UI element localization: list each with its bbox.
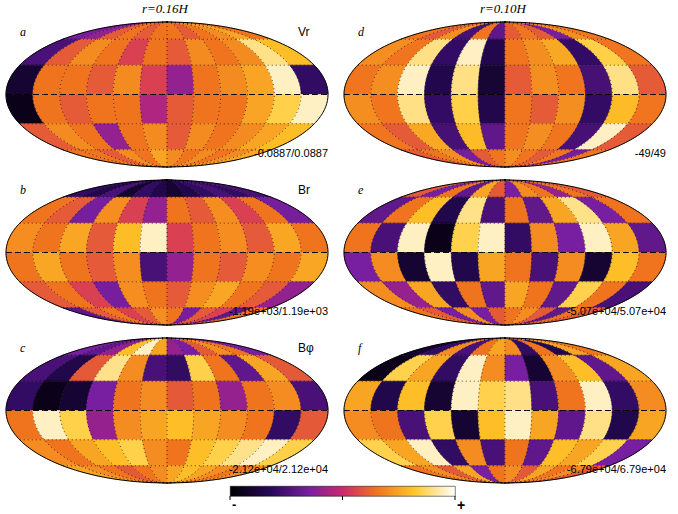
svg-text:e: e (358, 183, 364, 197)
svg-text:-: - (232, 497, 236, 512)
svg-text:Vr: Vr (298, 25, 310, 39)
svg-text:r=0.10H: r=0.10H (480, 1, 527, 16)
svg-text:c: c (20, 341, 26, 355)
svg-text:-5.07e+04/5.07e+04: -5.07e+04/5.07e+04 (567, 305, 666, 317)
svg-text:-49/49: -49/49 (635, 147, 666, 159)
svg-text:-2.12e+04/2.12e+04: -2.12e+04/2.12e+04 (229, 463, 328, 475)
svg-text:-0.0887/0.0887: -0.0887/0.0887 (254, 147, 328, 159)
svg-text:-6.79e+04/6.79e+04: -6.79e+04/6.79e+04 (567, 463, 666, 475)
svg-text:Br: Br (298, 183, 310, 197)
svg-text:+: + (457, 497, 465, 513)
svg-text:d: d (358, 25, 365, 39)
svg-text:Bφ: Bφ (298, 341, 314, 355)
svg-text:r=0.16H: r=0.16H (142, 1, 189, 16)
svg-text:f: f (358, 341, 363, 355)
svg-text:-1.19e+03/1.19e+03: -1.19e+03/1.19e+03 (229, 305, 328, 317)
svg-text:b: b (20, 183, 26, 197)
svg-text:a: a (20, 25, 26, 39)
